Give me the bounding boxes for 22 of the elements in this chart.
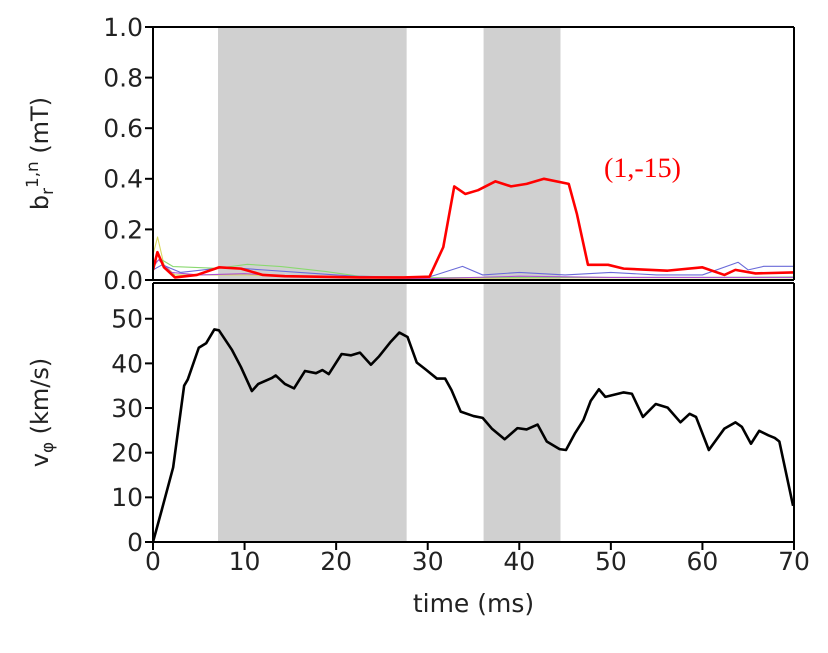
y-tick-label: 1.0	[103, 12, 143, 42]
y-tick-label: 0.8	[103, 63, 143, 92]
y-tick-label: 50	[111, 304, 143, 334]
series-label: (1,-15)	[604, 152, 681, 184]
y-tick-label: 30	[111, 394, 143, 423]
x-tick-label: 0	[145, 546, 161, 576]
y-tick-label: 0.4	[103, 164, 143, 194]
x-tick-label: 60	[686, 546, 718, 576]
y-tick-label: 40	[111, 349, 143, 378]
x-tick-label: 50	[594, 546, 627, 576]
y-tick-label: 10	[111, 483, 143, 512]
x-tick-label: 10	[228, 546, 260, 576]
y-tick-label: 0.0	[103, 266, 143, 295]
y-tick-label: 0	[127, 528, 143, 557]
x-tick-label: 20	[320, 546, 352, 576]
y-tick-label: 0.6	[103, 114, 143, 144]
x-tick-label: 30	[412, 546, 444, 576]
x-axis-title: time (ms)	[412, 589, 534, 618]
x-tick-label: 40	[503, 546, 536, 576]
x-tick-label: 70	[778, 546, 810, 576]
y-tick-label: 0.2	[103, 215, 143, 244]
y-tick-label: 20	[111, 438, 143, 468]
